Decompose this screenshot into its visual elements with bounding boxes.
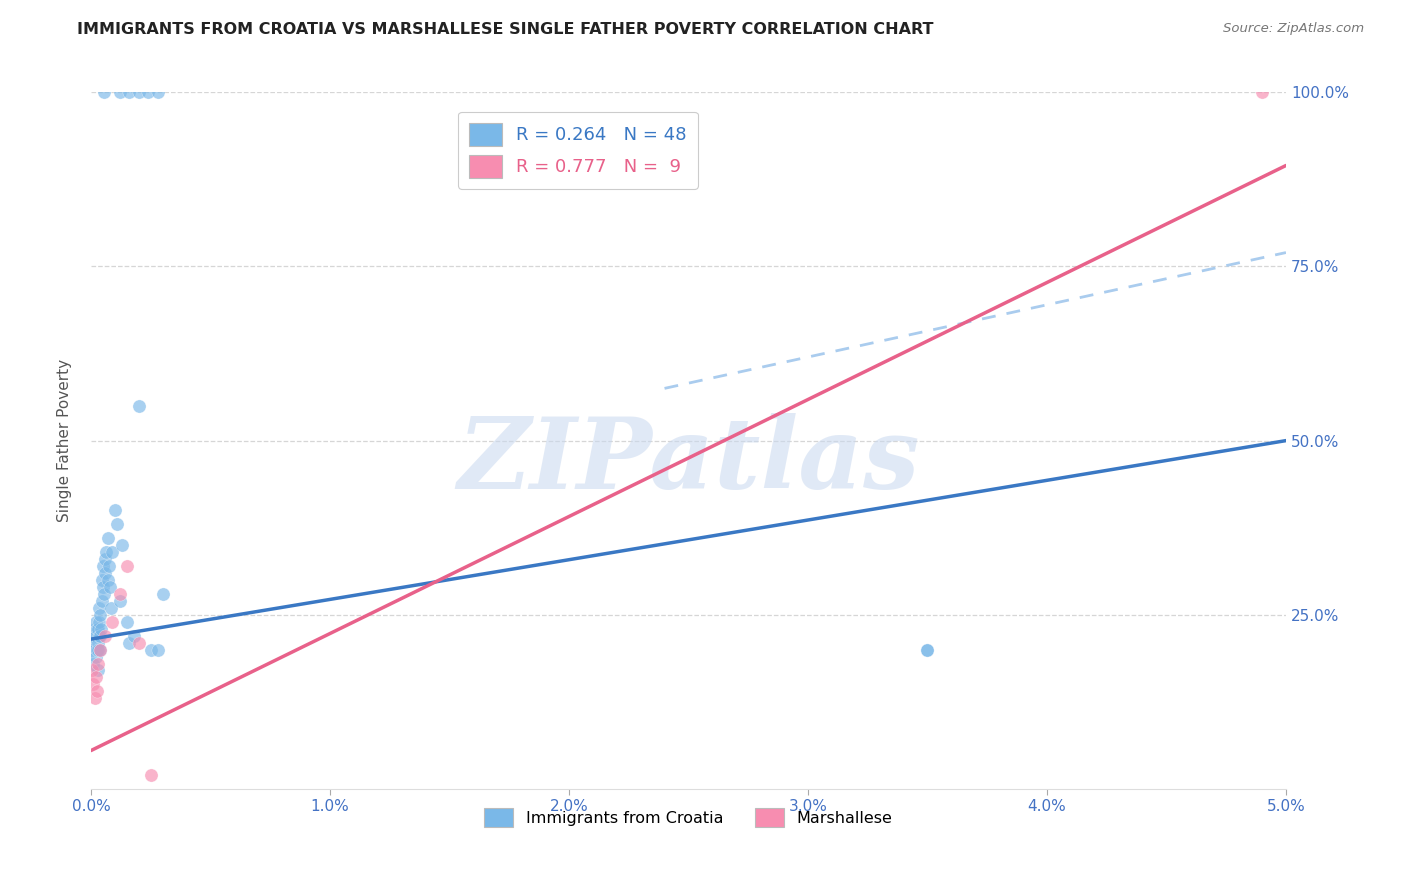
Point <box>152 587 174 601</box>
Point <box>101 545 124 559</box>
Point <box>90 622 112 636</box>
Text: ZIPatlas: ZIPatlas <box>457 413 920 509</box>
Point <box>108 587 131 601</box>
Point <box>1251 86 1274 100</box>
Point <box>84 629 107 643</box>
Point <box>84 670 107 684</box>
Point <box>83 691 105 706</box>
Point <box>87 642 110 657</box>
Point <box>86 622 108 636</box>
Point <box>136 86 159 100</box>
Point <box>108 594 131 608</box>
Point <box>91 559 114 574</box>
Point <box>89 600 111 615</box>
Point <box>146 86 169 100</box>
Point <box>94 566 117 580</box>
Point <box>128 635 150 649</box>
Point <box>87 664 110 678</box>
Point <box>87 657 110 671</box>
Text: Source: ZipAtlas.com: Source: ZipAtlas.com <box>1223 22 1364 36</box>
Point <box>122 629 145 643</box>
Point <box>89 607 111 622</box>
Point <box>83 622 105 636</box>
Point <box>100 600 122 615</box>
Text: IMMIGRANTS FROM CROATIA VS MARSHALLESE SINGLE FATHER POVERTY CORRELATION CHART: IMMIGRANTS FROM CROATIA VS MARSHALLESE S… <box>77 22 934 37</box>
Point <box>139 642 162 657</box>
Point <box>84 649 107 664</box>
Point <box>108 86 131 100</box>
Point <box>111 538 134 552</box>
Point <box>83 642 105 657</box>
Point <box>84 615 107 629</box>
Point <box>118 86 141 100</box>
Point <box>105 517 128 532</box>
Point <box>917 642 939 657</box>
Point <box>96 545 118 559</box>
Point <box>115 559 138 574</box>
Point <box>101 615 124 629</box>
Point <box>94 552 117 566</box>
Point <box>82 629 104 643</box>
Y-axis label: Single Father Poverty: Single Father Poverty <box>58 359 72 522</box>
Point <box>94 629 117 643</box>
Point <box>97 559 120 574</box>
Point <box>98 580 121 594</box>
Point <box>86 642 108 657</box>
Point <box>93 587 115 601</box>
Point <box>86 635 108 649</box>
Point <box>115 615 138 629</box>
Point <box>82 677 104 691</box>
Point <box>82 657 104 671</box>
Point <box>89 629 111 643</box>
Point <box>128 86 150 100</box>
Point <box>118 635 141 649</box>
Point <box>91 573 114 587</box>
Point <box>87 622 110 636</box>
Point <box>104 503 127 517</box>
Point <box>86 684 108 698</box>
Point <box>97 573 120 587</box>
Point <box>89 615 111 629</box>
Point <box>83 635 105 649</box>
Point <box>82 664 104 678</box>
Point <box>87 629 110 643</box>
Point <box>97 531 120 545</box>
Point <box>89 642 111 657</box>
Point <box>146 642 169 657</box>
Point <box>82 642 104 657</box>
Legend: Immigrants from Croatia, Marshallese: Immigrants from Croatia, Marshallese <box>478 802 898 833</box>
Point <box>139 768 162 782</box>
Point <box>917 642 939 657</box>
Point <box>93 86 115 100</box>
Point <box>89 642 111 657</box>
Point <box>128 399 150 413</box>
Point <box>90 594 112 608</box>
Point <box>91 580 114 594</box>
